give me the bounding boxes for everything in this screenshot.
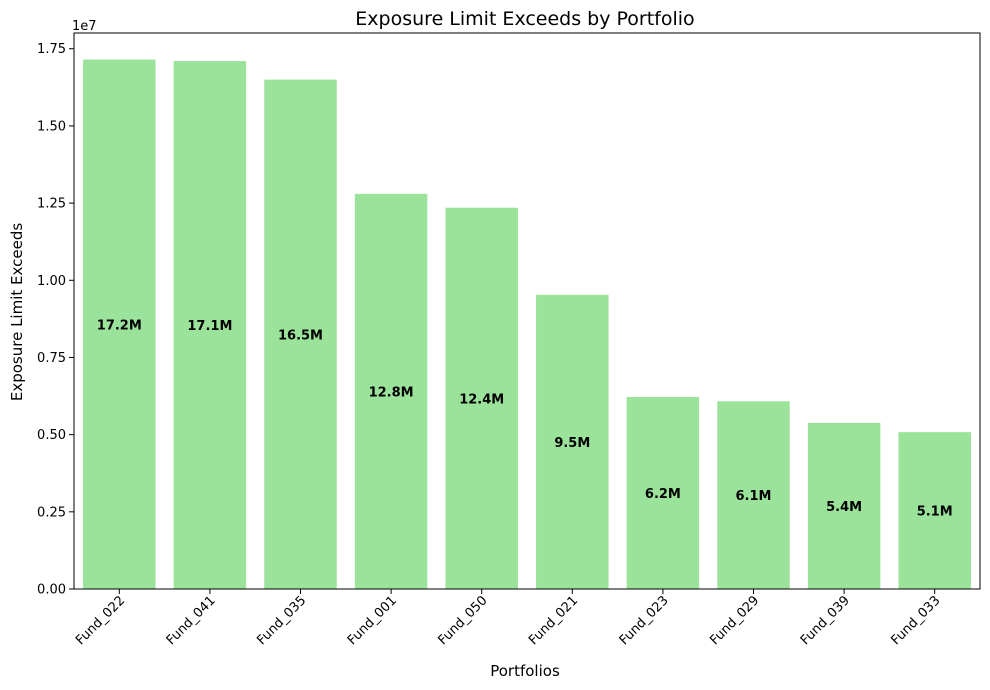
x-tick-label: Fund_041 [164, 593, 219, 648]
y-tick-label: 0.25 [37, 505, 66, 520]
bar-data-label: 5.1M [917, 505, 953, 520]
bar-data-label: 6.1M [736, 489, 772, 504]
bar-fund-023 [626, 396, 700, 589]
x-tick-label: Fund_035 [254, 593, 309, 648]
bar-fund-029 [717, 401, 790, 589]
bar-data-label: 5.4M [826, 500, 862, 515]
bar-data-label: 12.8M [369, 385, 414, 400]
x-tick-label: Fund_021 [526, 593, 581, 648]
bar-data-label: 16.5M [278, 328, 323, 343]
x-tick-label: Fund_033 [889, 593, 944, 648]
bar-fund-033 [898, 432, 971, 589]
y-axis-label: Exposure Limit Exceeds [8, 223, 26, 401]
bar-fund-021 [536, 294, 609, 589]
bars-group [83, 59, 971, 590]
y-tick-label: 1.00 [37, 274, 66, 289]
bar-fund-039 [807, 422, 881, 589]
x-tick-label: Fund_029 [707, 593, 762, 648]
y-tick-label: 1.50 [37, 119, 66, 134]
x-tick-label: Fund_023 [617, 593, 672, 648]
bar-data-label: 17.2M [97, 318, 142, 333]
x-tick-label: Fund_022 [73, 593, 128, 648]
bar-fund-050 [445, 207, 518, 589]
y-tick-label: 0.75 [37, 351, 66, 366]
bar-fund-022 [83, 59, 156, 590]
x-axis: Fund_022 Fund_041 Fund_035 Fund_001 Fund_050… [73, 589, 944, 648]
bar-data-label: 17.1M [187, 319, 232, 334]
data-labels-group: 17.2M 17.1M 16.5M 12.8M 12.4M 9.5M 6.2M 6.1M 5.4… [97, 318, 953, 519]
x-tick-label: Fund_001 [345, 593, 400, 648]
bar-data-label: 12.4M [459, 392, 504, 407]
x-tick-label: Fund_050 [436, 593, 491, 648]
y-axis: 0.00 0.25 0.50 0.75 1.00 1.25 1.50 1.75 [37, 42, 74, 598]
x-tick-label: Fund_039 [798, 593, 853, 648]
plot-frame [73, 32, 981, 590]
bar-fund-001 [354, 193, 428, 590]
y-tick-label: 0.00 [37, 583, 66, 598]
bar-data-label: 9.5M [554, 436, 590, 451]
bar-fund-035 [264, 79, 337, 589]
y-tick-label: 1.75 [37, 42, 66, 57]
x-axis-label: Portfolios [490, 662, 560, 680]
bar-data-label: 6.2M [645, 487, 681, 502]
chart-title: Exposure Limit Exceeds by Portfolio [355, 8, 694, 30]
y-offset-label: 1e7 [72, 19, 97, 34]
y-tick-label: 1.25 [37, 197, 66, 212]
bar-fund-041 [173, 61, 247, 590]
y-tick-label: 0.50 [37, 428, 66, 443]
